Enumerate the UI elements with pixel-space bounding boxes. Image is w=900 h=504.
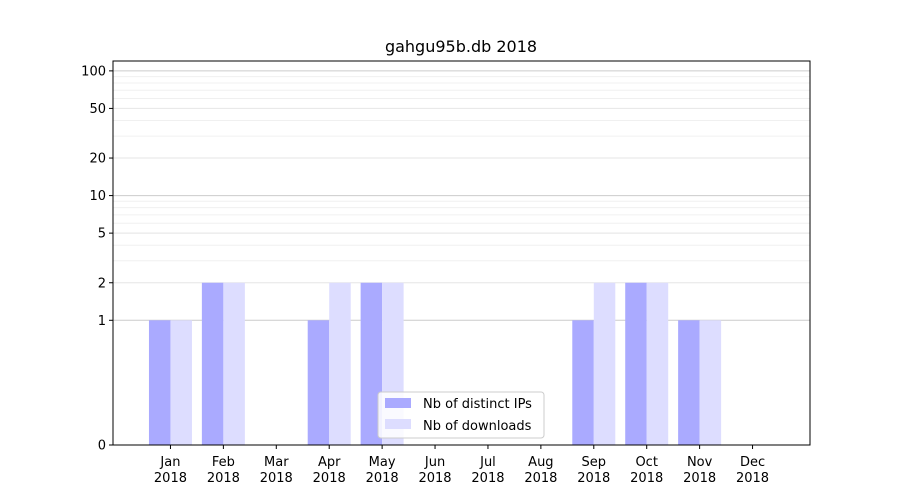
plot-frame <box>112 60 811 446</box>
legend-box <box>377 391 545 439</box>
x-tick-label-month: Jun <box>424 455 445 470</box>
bar-distinct-ips <box>307 320 330 445</box>
x-axis: Jan2018Feb2018Mar2018Apr2018May2018Jun20… <box>154 445 769 486</box>
legend-swatch-ips <box>385 398 411 408</box>
x-tick-label-month: Nov <box>687 455 713 470</box>
y-tick-label: 5 <box>98 227 106 242</box>
bar-downloads <box>329 282 351 445</box>
y-tick-label: 2 <box>98 276 106 291</box>
x-tick-label-year: 2018 <box>471 471 504 486</box>
bars <box>148 282 722 445</box>
x-tick-label-month: Jul <box>479 455 496 470</box>
chart-title: gahgu95b.db 2018 <box>385 37 537 56</box>
legend: Nb of distinct IPs Nb of downloads <box>377 391 545 439</box>
bar-distinct-ips <box>360 282 383 445</box>
x-tick-label-month: Sep <box>582 455 607 470</box>
x-tick-label-year: 2018 <box>683 471 716 486</box>
x-tick-label-month: Aug <box>528 455 553 470</box>
legend-label-downloads: Nb of downloads <box>423 419 532 434</box>
bar-distinct-ips <box>148 320 171 445</box>
x-tick-label-month: Dec <box>740 455 765 470</box>
x-tick-label-month: Jan <box>159 455 180 470</box>
bar-downloads <box>223 282 245 445</box>
y-axis: 0 1 2 5 10 20 50 100 <box>81 64 113 454</box>
y-tick-label: 10 <box>89 189 106 204</box>
legend-label-ips: Nb of distinct IPs <box>423 397 532 412</box>
x-tick-label-month: Mar <box>264 455 289 470</box>
y-tick-label: 1 <box>98 314 106 329</box>
x-tick-label-year: 2018 <box>260 471 293 486</box>
bar-downloads <box>646 282 669 445</box>
bar-downloads <box>699 320 722 445</box>
y-tick-label: 0 <box>98 439 106 454</box>
bar-distinct-ips <box>678 320 700 445</box>
bar-downloads <box>170 320 192 445</box>
bar-distinct-ips <box>201 282 224 445</box>
x-tick-label-year: 2018 <box>524 471 557 486</box>
x-tick-label-year: 2018 <box>154 471 187 486</box>
bar-downloads <box>593 282 616 445</box>
x-tick-label-month: Oct <box>635 455 657 470</box>
x-tick-label-year: 2018 <box>577 471 610 486</box>
y-tick-label: 20 <box>89 152 106 167</box>
bar-distinct-ips <box>572 320 594 445</box>
legend-swatch-downloads <box>385 419 411 429</box>
bar-distinct-ips <box>625 282 647 445</box>
x-tick-label-year: 2018 <box>736 471 769 486</box>
x-tick-label-month: May <box>369 455 396 470</box>
x-tick-label-year: 2018 <box>418 471 451 486</box>
x-tick-label-month: Apr <box>318 455 341 470</box>
x-tick-label-month: Feb <box>212 455 235 470</box>
y-tick-label: 100 <box>81 64 106 79</box>
x-tick-label-year: 2018 <box>207 471 240 486</box>
x-tick-label-year: 2018 <box>630 471 663 486</box>
x-tick-label-year: 2018 <box>313 471 346 486</box>
x-tick-label-year: 2018 <box>366 471 399 486</box>
y-tick-label: 50 <box>89 102 106 117</box>
